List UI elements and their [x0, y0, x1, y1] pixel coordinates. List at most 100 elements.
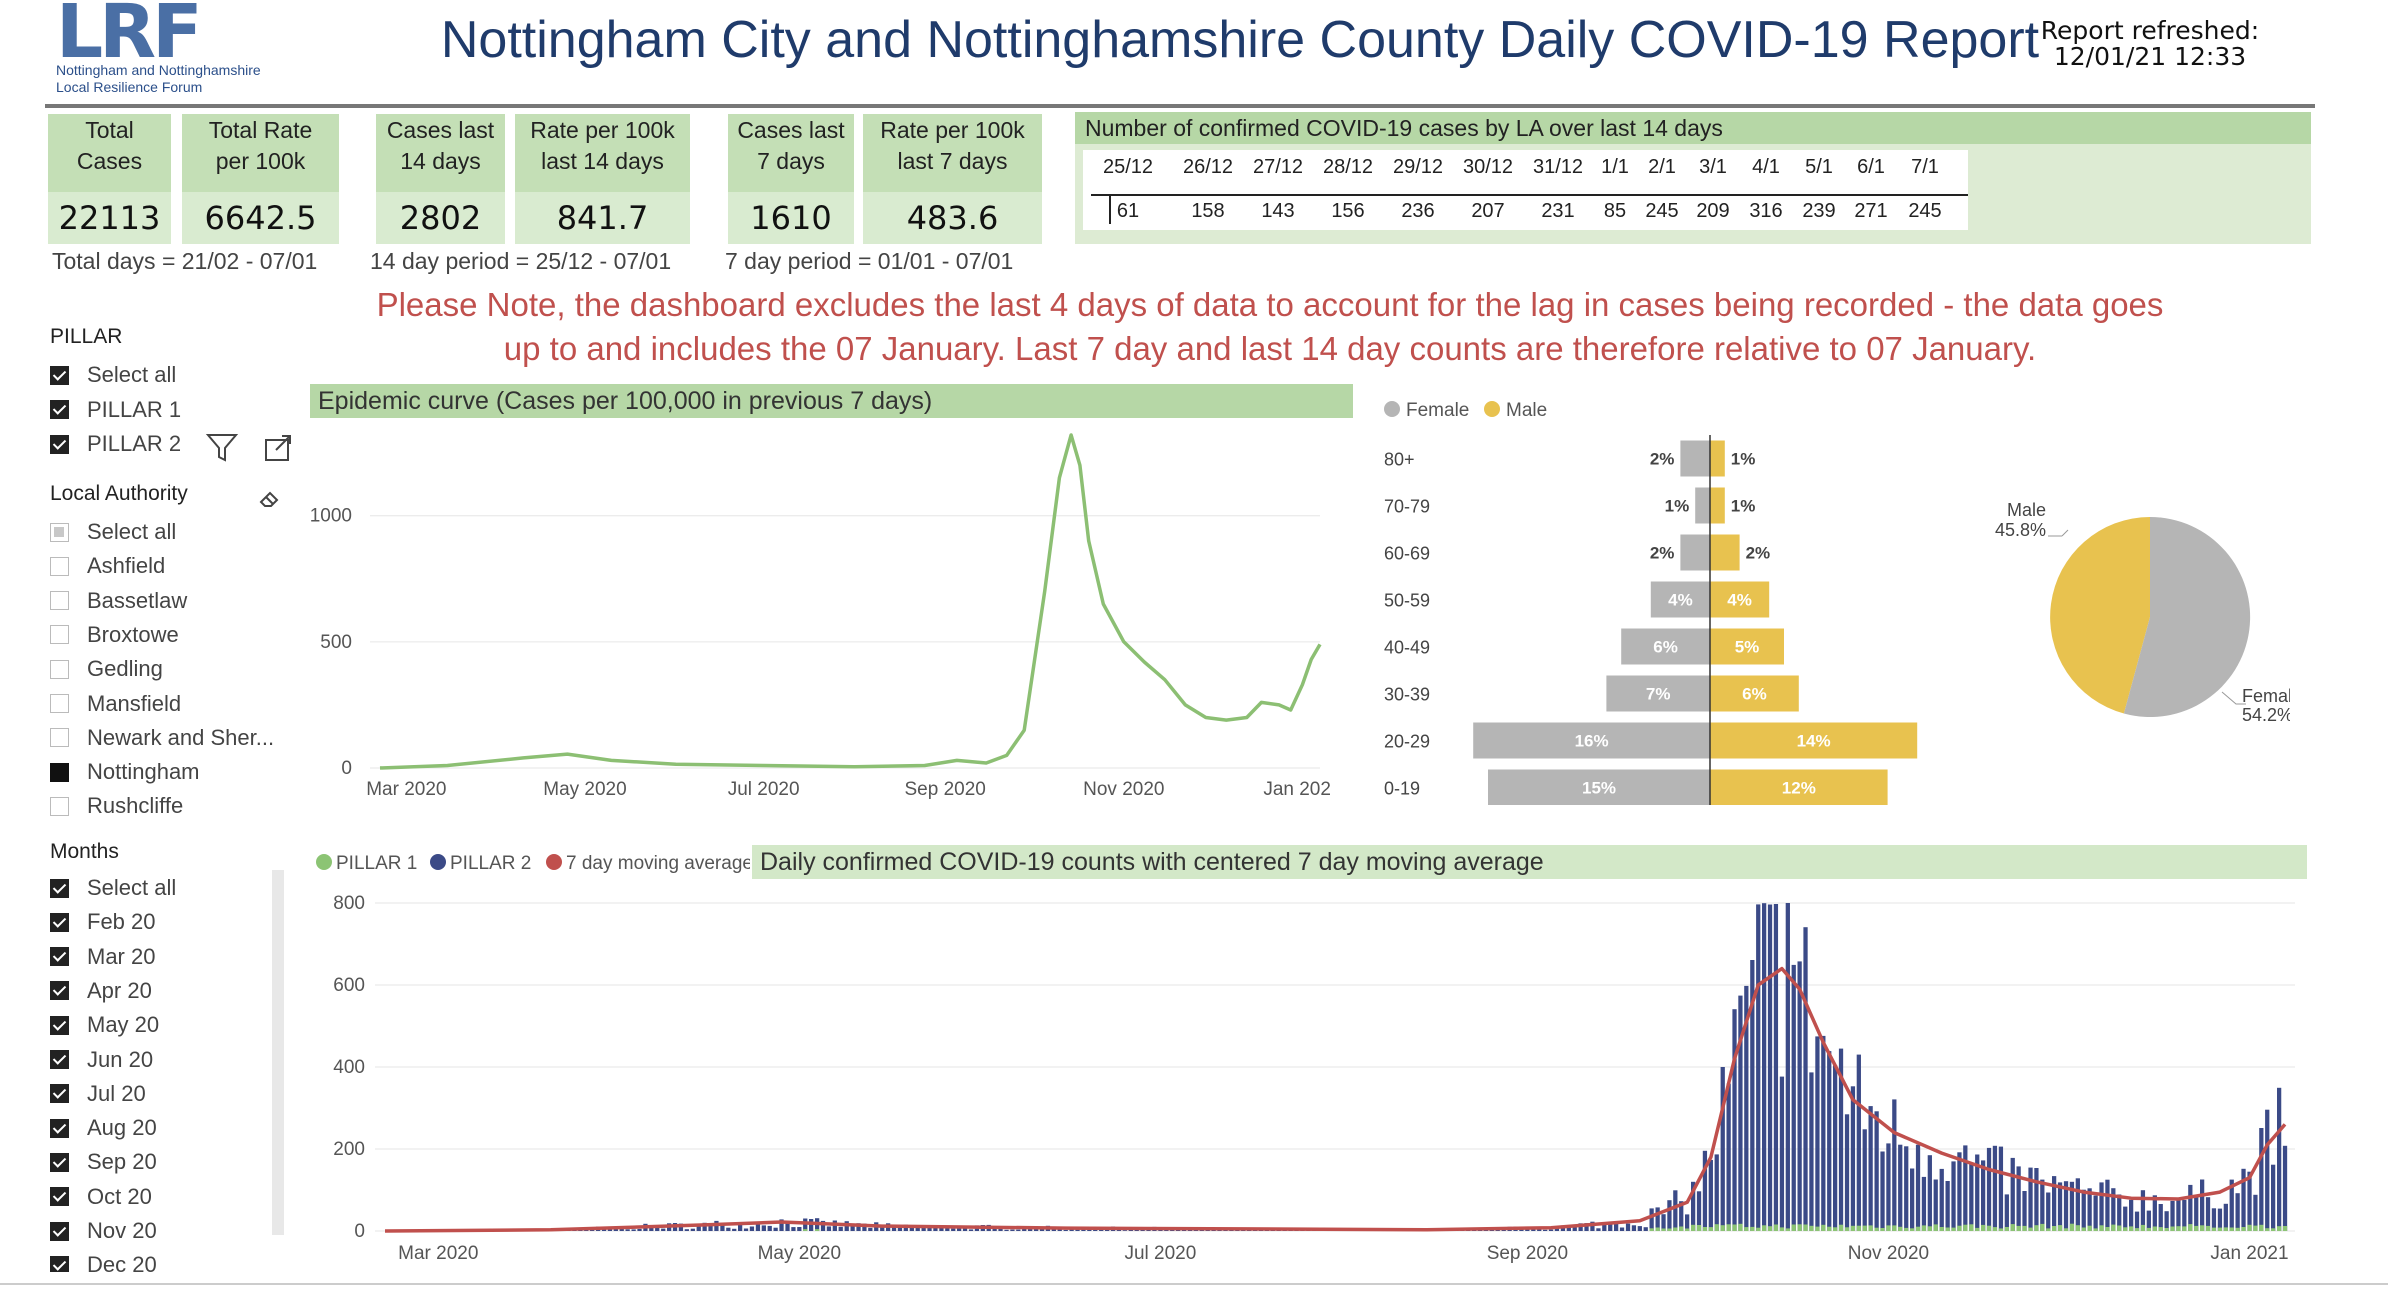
pillar2-bar: [1519, 1229, 1524, 1231]
checkbox[interactable]: [50, 1084, 69, 1104]
checkbox[interactable]: [50, 1118, 69, 1138]
months-slicer-item[interactable]: Sep 20: [50, 1147, 157, 1177]
pillar2-bar: [1910, 1168, 1915, 1231]
la-slicer-item[interactable]: Mansfield: [50, 689, 181, 719]
report-refreshed: Report refreshed: 12/01/21 12:33: [2020, 18, 2280, 70]
la-slicer-item[interactable]: Ashfield: [50, 551, 165, 581]
lrf-logo: LRF Nottingham and Nottinghamshire Local…: [52, 0, 282, 98]
pillar-slicer-item[interactable]: Select all: [50, 360, 176, 390]
filter-icon[interactable]: [205, 430, 239, 464]
checkbox[interactable]: [50, 878, 69, 898]
pie-label-male-value: 45.8%: [1995, 520, 2046, 540]
checkbox[interactable]: [50, 1255, 69, 1272]
la-value-cell: 316: [1749, 200, 1783, 222]
pillar1-bar: [2217, 1227, 2223, 1231]
checkbox[interactable]: [50, 694, 69, 713]
checkbox[interactable]: [50, 365, 69, 385]
checkbox[interactable]: [50, 1050, 69, 1069]
months-scrollbar[interactable]: [272, 870, 284, 1235]
pillar1-bar: [1850, 1225, 1856, 1231]
months-slicer-item[interactable]: Jun 20: [50, 1045, 153, 1075]
pillar1-bar: [1685, 1228, 1690, 1231]
months-slicer-item[interactable]: Oct 20: [50, 1182, 152, 1212]
pillar2-bar: [2205, 1197, 2211, 1231]
la-slicer-item[interactable]: Gedling: [50, 654, 163, 684]
checkbox[interactable]: [50, 591, 69, 611]
checkbox[interactable]: [50, 1015, 69, 1035]
kpi-label: Total Rate per 100k: [208, 117, 313, 174]
la-slicer-item[interactable]: Broxtowe: [50, 620, 179, 650]
pillar-slicer-item[interactable]: PILLAR 1: [50, 395, 181, 425]
checkbox[interactable]: [50, 728, 69, 748]
pillar2-bar: [2111, 1188, 2116, 1231]
slicer-item-label: Jun 20: [87, 1046, 154, 1072]
pillar2-bar: [1625, 1223, 1631, 1231]
la-slicer-item[interactable]: Select all: [50, 517, 176, 547]
la-date-cell: 5/1: [1805, 156, 1833, 178]
legend-label: 7 day moving average: [566, 853, 750, 874]
months-slicer-item[interactable]: Nov 20: [50, 1216, 157, 1246]
pillar2-bar: [631, 1229, 636, 1231]
checkbox[interactable]: [50, 625, 69, 645]
checkbox[interactable]: [50, 1187, 69, 1207]
checkbox[interactable]: [50, 796, 69, 816]
x-tick-label: Jan 2021: [2210, 1243, 2288, 1264]
pillar1-bar: [1921, 1225, 1927, 1231]
checkbox[interactable]: [50, 1221, 69, 1241]
checkbox[interactable]: [50, 981, 69, 1001]
female-bar: [1680, 534, 1710, 571]
pillar2-bar: [1548, 1229, 1554, 1231]
checkbox[interactable]: [50, 434, 69, 454]
eraser-icon[interactable]: [257, 485, 283, 511]
months-slicer-item[interactable]: Feb 20: [50, 907, 156, 937]
checkbox[interactable]: [50, 522, 69, 542]
kpi-value: 483.6: [863, 192, 1042, 244]
pie-label-male-name: Male: [2007, 500, 2046, 520]
checkbox[interactable]: [50, 947, 69, 967]
pillar2-bar: [2016, 1166, 2021, 1231]
months-slicer-item[interactable]: Aug 20: [50, 1113, 157, 1143]
pillar2-bar: [1981, 1160, 1986, 1231]
pillar2-bar: [1898, 1144, 1903, 1231]
months-slicer-item[interactable]: Mar 20: [50, 942, 155, 972]
x-tick-label: Nov 2020: [1083, 779, 1164, 800]
checkbox[interactable]: [50, 659, 69, 679]
pillar1-bar: [2229, 1227, 2234, 1231]
focus-mode-icon[interactable]: [262, 432, 294, 464]
months-slicer-item[interactable]: Dec 20: [50, 1250, 157, 1272]
pillar-slicer-item[interactable]: PILLAR 2: [50, 429, 181, 459]
pillar2-bar: [1933, 1179, 1938, 1231]
checkbox[interactable]: [50, 400, 69, 419]
months-slicer-item[interactable]: Apr 20: [50, 976, 152, 1006]
pillar2-bar: [1696, 1191, 1702, 1231]
la-slicer-item[interactable]: Rushcliffe: [50, 791, 183, 821]
pillar2-bar: [1004, 1229, 1009, 1231]
pillar1-bar: [2069, 1223, 2075, 1231]
checkbox[interactable]: [50, 762, 69, 782]
checkbox[interactable]: [50, 912, 69, 932]
pillar2-bar: [2247, 1171, 2252, 1231]
la-slicer-item[interactable]: Nottingham: [50, 757, 200, 787]
months-slicer-item[interactable]: Select all: [50, 873, 176, 903]
pillar2-bar: [1986, 1147, 1992, 1231]
pillar1-bar: [2010, 1224, 2015, 1231]
months-slicer-item[interactable]: Jul 20: [50, 1079, 146, 1109]
months-slicer-item[interactable]: May 20: [50, 1010, 159, 1040]
la-date-cell: 29/12: [1392, 156, 1444, 178]
pillar2-bar: [2093, 1195, 2098, 1231]
la-value-cell: 239: [1802, 200, 1836, 222]
checkbox[interactable]: [50, 556, 69, 576]
pillar2-bar: [2271, 1164, 2276, 1231]
pillar1-bar: [1862, 1225, 1867, 1231]
pillar1-bar: [1945, 1227, 1950, 1231]
la-slicer-item[interactable]: Bassetlaw: [50, 586, 187, 616]
pillar1-bar: [2111, 1224, 2116, 1231]
checkbox[interactable]: [50, 1152, 69, 1172]
la-slicer-item[interactable]: Newark and Sher...: [50, 723, 274, 753]
slicer-item-label: Select all: [87, 519, 177, 544]
x-tick-label: Mar 2020: [366, 779, 446, 800]
pillar2-bar: [2087, 1188, 2092, 1231]
note-line-2: up to and includes the 07 January. Last …: [503, 330, 2037, 367]
pillar2-bar: [2200, 1179, 2205, 1231]
pillar2-bar: [1637, 1226, 1642, 1231]
